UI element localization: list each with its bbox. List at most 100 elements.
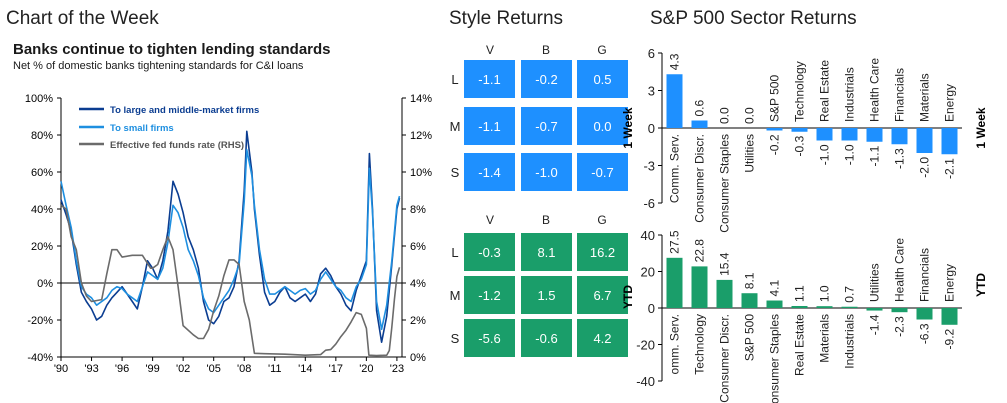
sector-week-bar-real-estate [816, 128, 833, 141]
sector-week-category-label-energy: Energy [943, 84, 957, 122]
sector-week-value-label: -1.0 [843, 144, 857, 165]
sector-week-value-label: -2.1 [943, 158, 957, 179]
style-cell-value: 6.7 [593, 288, 611, 303]
banks-right-tick-label: 10% [410, 167, 432, 179]
style-row-label-l: L [451, 245, 458, 260]
sector-ytd-bar-health-care [891, 308, 908, 313]
banks-x-tick-label: '08 [237, 363, 251, 375]
sector-week-category-label-health-care: Health Care [868, 58, 882, 122]
sector-week-y-tick-label: 0 [648, 121, 655, 136]
banks-legend-label-effective-fed-funds-rate-rhs: Effective fed funds rate (RHS) [110, 140, 244, 151]
sector-ytd-value-label: 1.0 [818, 285, 832, 302]
chart-of-week-header: Chart of the Week [6, 8, 159, 29]
sector-ytd-category-label-s-p-500: S&P 500 [743, 314, 757, 361]
sector-week-category-label-financials: Financials [893, 68, 907, 122]
banks-right-tick-label: 14% [410, 93, 432, 105]
style-returns-header: Style Returns [449, 8, 564, 29]
style-cell-ytd-s-g [577, 319, 628, 357]
sector-ytd-value-label: -2.3 [893, 316, 907, 337]
style-panel-label-ytd: YTD [621, 285, 635, 309]
sector-week-value-label: 0.0 [743, 107, 757, 124]
style-cell-1-week-l-g [577, 60, 628, 98]
style-cell-ytd-l-g [577, 233, 628, 271]
style-cell-value: -1.0 [535, 165, 557, 180]
style-cell-value: 8.1 [537, 245, 555, 260]
banks-series-to-large-and-middle-market-firms [60, 130, 401, 343]
banks-right-tick-label: 8% [410, 204, 426, 216]
style-cell-ytd-l-b [521, 233, 572, 271]
style-col-header-v: V [486, 43, 494, 57]
style-cell-value: -0.3 [478, 245, 500, 260]
sector-ytd-bar-real-estate [791, 305, 808, 308]
style-row-label-l: L [451, 72, 458, 87]
sector-week-panel-label: 1 Week [974, 107, 988, 148]
sector-ytd-bar-technology [691, 266, 708, 308]
style-cell-value: -0.7 [591, 165, 613, 180]
sector-ytd-y-tick-label: 40 [641, 228, 655, 243]
sector-ytd-value-label: 1.1 [793, 285, 807, 302]
sector-ytd-category-label-consumer-discr: Consumer Discr. [718, 314, 732, 403]
sector-week-category-label-materials: Materials [918, 73, 932, 122]
banks-series-to-small-firms [60, 149, 401, 331]
sector-ytd-value-label: 0.7 [843, 286, 857, 303]
style-cell-value: -0.2 [535, 72, 557, 87]
banks-chart-title: Banks continue to tighten lending standa… [13, 41, 331, 58]
banks-left-tick-label: 40% [31, 204, 53, 216]
banks-x-tick-label: '02 [176, 363, 190, 375]
banks-left-tick-label: -40% [27, 352, 53, 364]
banks-x-tick-label: '14 [298, 363, 312, 375]
banks-left-tick-label: 60% [31, 167, 53, 179]
style-cell-ytd-m-g [577, 276, 628, 314]
sector-ytd-category-label-health-care: Health Care [893, 238, 907, 302]
sector-ytd-value-label: 22.8 [693, 239, 707, 263]
sector-ytd-value-label: -6.3 [918, 323, 932, 344]
sector-week-y-tick-label: -3 [643, 159, 655, 174]
banks-x-tick-label: '90 [54, 363, 68, 375]
banks-right-tick-label: 0% [410, 352, 426, 364]
sector-returns-header: S&P 500 Sector Returns [650, 8, 857, 29]
style-cell-value: -1.1 [478, 72, 500, 87]
sector-ytd-value-label: 27.5 [668, 230, 682, 254]
style-cell-value: 1.5 [537, 288, 555, 303]
style-cell-value: -0.6 [535, 331, 557, 346]
banks-right-tick-label: 4% [410, 278, 426, 290]
sector-week-category-label-utilities: Utilities [743, 134, 757, 173]
sector-ytd-bar-materials [816, 306, 833, 308]
style-cell-1-week-s-g [577, 153, 628, 191]
banks-left-tick-label: 0% [37, 278, 53, 290]
style-col-header-b: B [542, 43, 550, 57]
sector-ytd-bar-financials [916, 308, 933, 320]
banks-right-tick-label: 6% [410, 241, 426, 253]
style-cell-value: -1.1 [478, 119, 500, 134]
sector-week-y-tick-label: 3 [648, 84, 655, 99]
banks-legend-label-to-small-firms: To small firms [110, 123, 174, 134]
sector-week-value-label: -1.0 [818, 144, 832, 165]
sector-ytd-value-label: 4.1 [768, 280, 782, 297]
style-cell-1-week-l-b [521, 60, 572, 98]
sector-week-bar-financials [891, 128, 908, 145]
sector-week-category-label-s-p-500: S&P 500 [768, 75, 782, 122]
style-cell-ytd-m-v [464, 276, 515, 314]
sector-ytd-panel-label: YTD [974, 273, 988, 297]
sector-week-category-label-consumer-discr: Consumer Discr. [693, 134, 707, 223]
sector-ytd-bar-utilities [866, 308, 883, 311]
sector-ytd-category-label-technology: Technology [693, 314, 707, 375]
sector-week-value-label: -1.3 [893, 148, 907, 169]
sector-ytd-category-label-utilities: Utilities [868, 263, 882, 302]
sector-week-bar-s-p-500 [766, 128, 783, 131]
sector-week-category-label-real-estate: Real Estate [818, 60, 832, 122]
banks-left-tick-label: -20% [27, 315, 53, 327]
sector-ytd-bar-consumer-discr [716, 279, 733, 308]
banks-right-tick-label: 12% [410, 130, 432, 142]
style-row-label-m: M [450, 119, 461, 134]
sector-ytd-bar-industrials [841, 306, 858, 308]
sector-ytd-category-label-materials: Materials [818, 314, 832, 363]
style-cell-1-week-s-b [521, 153, 572, 191]
sector-week-category-label-technology: Technology [793, 61, 807, 122]
banks-x-tick-label: '20 [359, 363, 373, 375]
sector-ytd-category-label-real-estate: Real Estate [793, 314, 807, 376]
sector-week-bar-industrials [841, 128, 858, 141]
sector-week-value-label: 0.0 [718, 107, 732, 124]
style-cell-ytd-l-v [464, 233, 515, 271]
